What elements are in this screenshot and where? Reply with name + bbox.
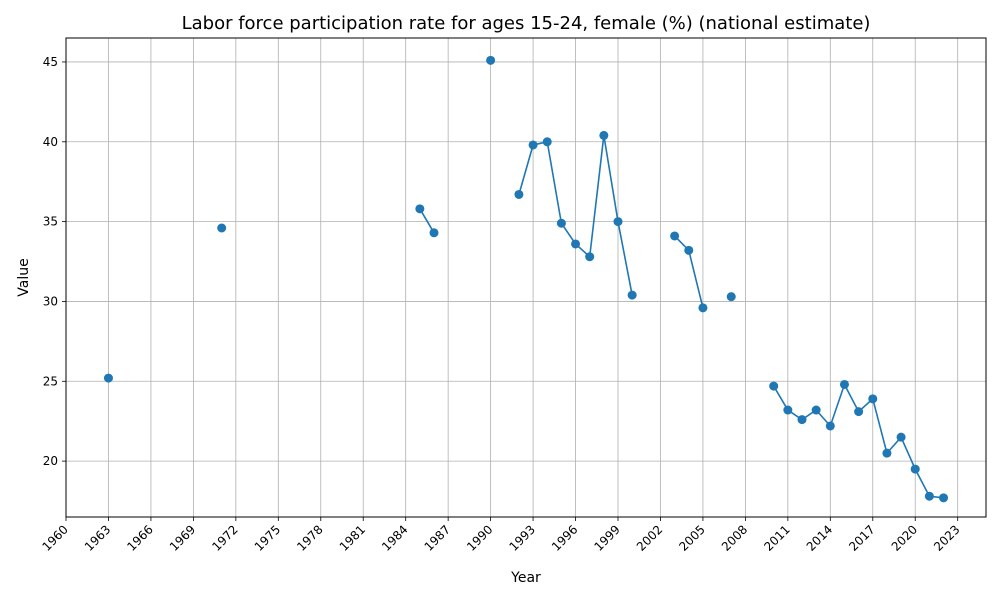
y-tick-label: 30	[43, 294, 58, 308]
plot-frame	[65, 37, 987, 518]
data-point	[684, 245, 694, 255]
x-axis-label: Year	[510, 570, 541, 586]
data-point	[868, 394, 878, 404]
data-point	[811, 405, 821, 415]
data-point	[585, 252, 595, 262]
data-point	[528, 140, 538, 150]
data-point	[415, 204, 425, 214]
data-point	[613, 217, 623, 227]
series-line-segment	[419, 208, 435, 234]
data-point	[670, 231, 680, 241]
y-axis-ticks: 20 25 30 35 40 45	[43, 55, 66, 468]
y-axis-label: Value	[16, 258, 32, 296]
data-point	[627, 290, 637, 300]
data-point	[726, 292, 736, 302]
y-tick-label: 20	[43, 454, 58, 468]
series-points	[103, 55, 949, 503]
data-point	[514, 189, 524, 199]
data-point	[854, 407, 864, 417]
data-point	[217, 223, 227, 233]
data-point	[839, 379, 849, 389]
data-point	[783, 405, 793, 415]
data-point	[882, 448, 892, 458]
data-point	[698, 303, 708, 313]
data-point	[896, 432, 906, 442]
data-point	[924, 491, 934, 501]
data-point	[910, 464, 920, 474]
data-point	[542, 137, 552, 147]
chart-title: Labor force participation rate for ages …	[182, 13, 871, 34]
data-point	[556, 218, 566, 228]
data-point	[429, 228, 439, 238]
grid	[65, 38, 986, 517]
y-tick-label: 25	[43, 374, 58, 388]
y-tick-label: 40	[43, 135, 58, 149]
data-point	[825, 421, 835, 431]
data-point	[571, 239, 581, 249]
y-tick-label: 35	[43, 215, 58, 229]
data-point	[939, 493, 949, 503]
data-point	[486, 55, 496, 65]
data-point	[599, 130, 609, 140]
y-tick-label: 45	[43, 55, 58, 69]
data-point	[103, 373, 113, 383]
data-point	[797, 415, 807, 425]
data-point	[769, 381, 779, 391]
